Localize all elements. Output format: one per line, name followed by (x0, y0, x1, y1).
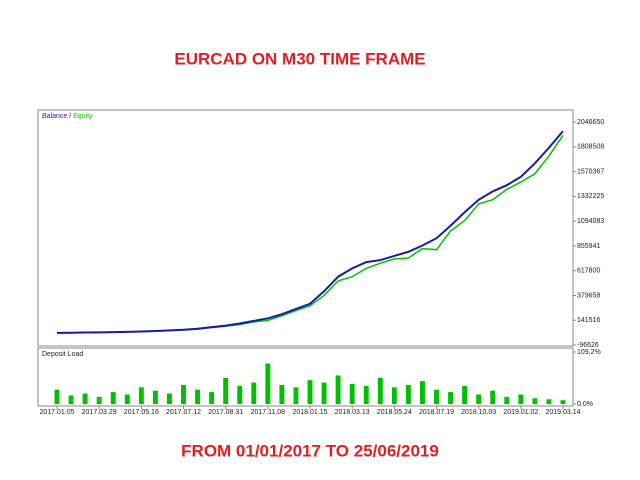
bar (490, 390, 496, 404)
bar (546, 399, 552, 404)
legend-equity: Equity (73, 113, 93, 120)
bar (209, 392, 215, 404)
bar (124, 394, 130, 404)
x-tick-label: 2019.01.02 (503, 409, 538, 416)
x-tick-label: 2019.03.14 (545, 409, 580, 416)
main-pane (37, 109, 574, 347)
bar (321, 382, 327, 404)
x-tick-label: 2017.01.05 (39, 409, 74, 416)
y-tick-label: 2046650 (577, 119, 604, 126)
series-line (56, 130, 564, 334)
bar (405, 384, 411, 404)
bar (279, 384, 285, 404)
bar (195, 389, 201, 404)
bar (68, 395, 74, 404)
x-tick-label: 2017.11.08 (251, 409, 286, 416)
legend: Balance / Equity (42, 113, 93, 120)
bar (448, 392, 454, 404)
bar (434, 389, 439, 404)
bar (96, 396, 102, 404)
y-tick-label: 1808508 (577, 144, 604, 151)
x-tick-label: 2017.08.31 (208, 409, 243, 416)
legend-balance: Balance (42, 113, 67, 120)
y-tick-label: 0.0% (577, 401, 593, 408)
x-tick-label: 2017.07.12 (166, 409, 201, 416)
y-tick-label: 379658 (577, 292, 600, 299)
y-tick-label: 1094083 (577, 218, 604, 225)
bar (560, 400, 566, 404)
bar (110, 392, 116, 404)
bar (504, 396, 510, 404)
bar (363, 385, 369, 404)
bar (181, 384, 186, 404)
y-tick-label: 109.2% (577, 349, 601, 356)
bar (293, 387, 299, 404)
x-tick-label: 2018.07.19 (419, 409, 454, 416)
bar (152, 390, 158, 404)
bar (54, 389, 60, 404)
bar (237, 385, 243, 404)
x-tick-label: 2017.05.16 (124, 409, 159, 416)
bar (532, 398, 538, 404)
x-tick-label: 2018.01.15 (292, 409, 327, 416)
x-tick-label: 2018.10.03 (461, 409, 496, 416)
y-tick-label: 617800 (577, 268, 600, 275)
bar (166, 393, 172, 404)
bar (476, 394, 482, 404)
bar (265, 363, 271, 404)
x-tick-label: 2018.05.24 (377, 409, 412, 416)
y-tick-label: 141516 (577, 317, 600, 324)
bar (391, 387, 397, 404)
bar (82, 393, 88, 404)
y-tick-label: -96626 (577, 342, 599, 349)
bar (223, 377, 229, 404)
caption: FROM 01/01/2017 TO 25/06/2019 (181, 441, 439, 460)
bar (349, 384, 355, 404)
x-tick-label: 2017.03.29 (82, 409, 117, 416)
bar (377, 377, 383, 404)
bar (251, 382, 257, 404)
bar (518, 394, 524, 404)
x-tick-label: 2018.03.13 (335, 409, 370, 416)
y-tick-label: 855941 (577, 243, 600, 250)
pane-title: Deposit Load (42, 351, 83, 358)
y-tick-label: 1332225 (577, 193, 604, 200)
bar (138, 387, 144, 404)
bar (335, 375, 341, 404)
bar (307, 380, 313, 404)
heading: EURCAD ON M30 TIME FRAME (174, 49, 425, 68)
bar (419, 381, 425, 404)
legend-separator: / (69, 113, 71, 120)
y-tick-label: 1570367 (577, 168, 604, 175)
bar (462, 385, 468, 404)
